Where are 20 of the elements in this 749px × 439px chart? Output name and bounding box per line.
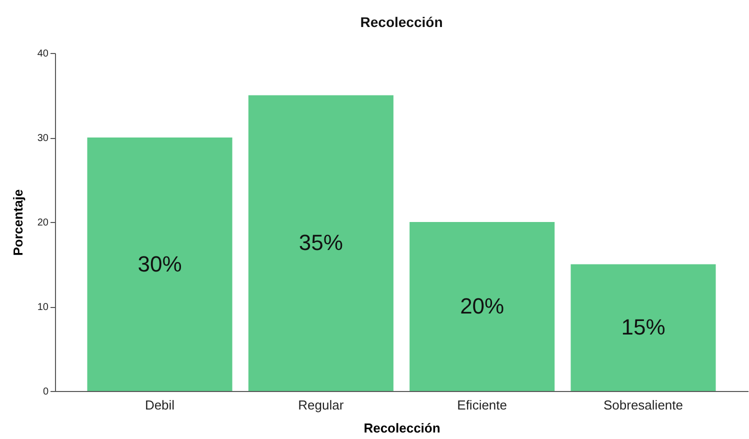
y-tick-label: 0: [42, 386, 49, 398]
x-tick-label: Sobresaliente: [603, 398, 683, 412]
y-tick-label: 10: [37, 302, 49, 313]
y-tick-label: 40: [37, 48, 49, 60]
data-label: 15%: [621, 314, 666, 340]
y-tick-label: 30: [37, 133, 49, 144]
bar: [87, 138, 232, 391]
bar: [570, 264, 716, 391]
bar: [248, 95, 394, 391]
x-tick-label: Debil: [144, 398, 175, 412]
x-axis-title: Recolección: [364, 420, 440, 436]
chart-title: Recolección: [360, 14, 443, 30]
bar: [410, 222, 555, 391]
x-tick-label: Eficiente: [457, 398, 508, 412]
x-tick-label: Regular: [298, 398, 344, 412]
data-label: 30%: [138, 251, 182, 276]
data-label: 20%: [460, 294, 504, 318]
y-tick-label: 20: [37, 218, 49, 228]
data-label: 35%: [298, 230, 343, 256]
y-axis-title: Porcentaje: [10, 189, 26, 256]
